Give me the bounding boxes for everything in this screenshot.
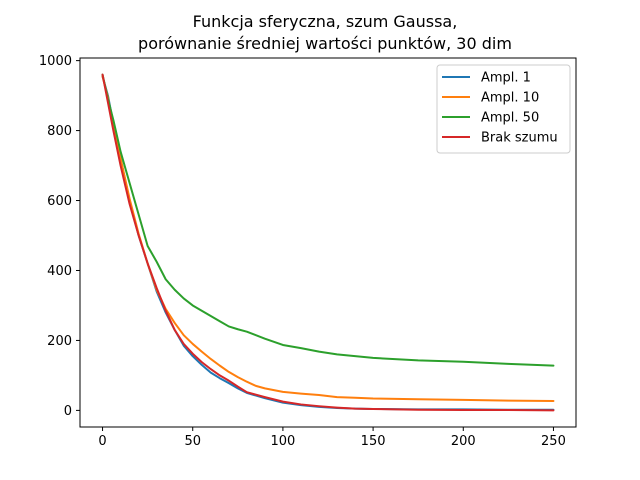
- x-tick-label: 250: [541, 434, 566, 449]
- y-tick-label: 0: [64, 404, 72, 419]
- y-tick-label: 800: [47, 124, 72, 139]
- x-tick-label: 0: [98, 434, 106, 449]
- x-tick-label: 100: [270, 434, 295, 449]
- y-tick-label: 1000: [39, 54, 72, 69]
- series-line-3: [101, 73, 555, 367]
- y-tick-label: 600: [47, 194, 72, 209]
- y-tick-label: 200: [47, 334, 72, 349]
- axes-frame: [79, 57, 577, 428]
- legend-label-3: Ampl. 50: [481, 111, 539, 126]
- legend-label-4: Brak szumu: [481, 131, 558, 146]
- legend-label-2: Ampl. 10: [481, 91, 539, 106]
- legend-box: [436, 64, 571, 154]
- axis-ticks: 0 50 100 150 200 250 0 200 400 600 800 1000: [39, 54, 566, 449]
- x-tick-label: 150: [361, 434, 386, 449]
- series-line-4: [101, 73, 555, 412]
- chart-title-line-2: porównanie średniej wartości punktów, 30…: [138, 34, 512, 53]
- x-tick-label: 50: [184, 434, 201, 449]
- series-layer: [101, 73, 555, 412]
- legend-label-1: Ampl. 1: [481, 71, 531, 86]
- chart-title-line-1: Funkcja sferyczna, szum Gaussa,: [193, 12, 458, 31]
- legend: Ampl. 1 Ampl. 10 Ampl. 50 Brak szumu: [436, 64, 571, 154]
- y-tick-label: 400: [47, 264, 72, 279]
- x-tick-label: 200: [451, 434, 476, 449]
